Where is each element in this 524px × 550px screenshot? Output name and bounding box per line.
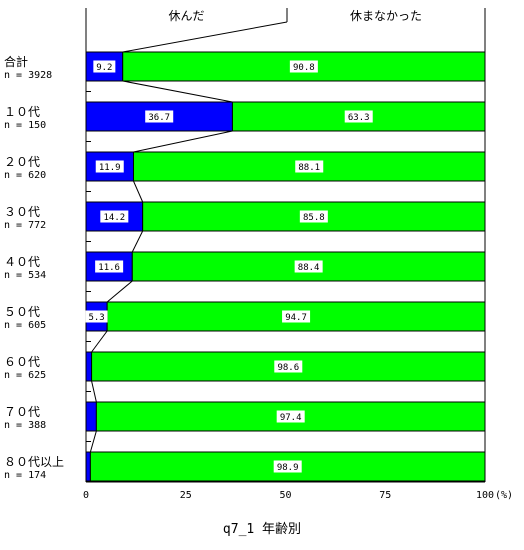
- data-label: 88.1: [298, 163, 320, 173]
- data-label-bg: [295, 160, 324, 173]
- connector-lines: [89, 80, 233, 453]
- data-label-bg: [276, 410, 305, 423]
- data-label: 98.9: [277, 463, 299, 473]
- data-label: 14.2: [103, 213, 125, 223]
- legend: 休んだ 休まなかった: [122, 8, 422, 53]
- data-label-bg: [294, 260, 323, 273]
- category-label: 合計: [4, 54, 28, 69]
- data-label-bg: [282, 310, 311, 323]
- bar-segment-休まなかった: [89, 451, 486, 482]
- data-label: 9.2: [96, 63, 112, 73]
- legend-label-休んだ: 休んだ: [168, 9, 204, 23]
- x-tick-label: 50: [279, 490, 291, 501]
- category-label: ３０代: [4, 205, 40, 219]
- connector-line: [133, 180, 144, 203]
- category-n-label: n = 605: [4, 320, 46, 331]
- connector-line: [91, 330, 108, 353]
- bars: 9.2 90.8 36.7 63.3 11.9 88.1 14.2 85.8 11.6 88.4 5…: [85, 51, 486, 482]
- data-label: 97.4: [280, 413, 302, 423]
- legend-pointer: [122, 21, 288, 53]
- x-tick-label: 100: [476, 490, 494, 501]
- legend-label-休まなかった: 休まなかった: [350, 9, 422, 23]
- data-label: 88.4: [298, 263, 320, 273]
- data-label-bg: [299, 210, 328, 223]
- data-label: 90.8: [293, 63, 315, 73]
- data-label: 63.3: [348, 113, 370, 123]
- category-n-label: n = 150: [4, 120, 46, 131]
- data-label-bg: [95, 260, 124, 273]
- data-label: 11.9: [99, 163, 121, 173]
- data-label-bg: [95, 160, 124, 173]
- category-n-label: n = 3928: [4, 70, 52, 81]
- data-label: 11.6: [98, 263, 120, 273]
- data-label: 94.7: [285, 313, 307, 323]
- category-n-label: n = 625: [4, 370, 46, 381]
- bar-segment-休んだ: [85, 351, 93, 382]
- data-label-bg: [85, 310, 108, 323]
- connector-line: [106, 280, 133, 303]
- chart-caption: q7_1 年齢別: [223, 522, 301, 537]
- data-label: 5.3: [88, 313, 104, 323]
- category-label: ５０代: [4, 305, 40, 319]
- connector-line: [131, 230, 144, 253]
- data-label-bg: [344, 110, 373, 123]
- connector-line: [133, 130, 233, 153]
- data-label-bg: [145, 110, 174, 123]
- category-label: ８０代以上: [4, 455, 64, 469]
- category-n-label: n = 620: [4, 170, 46, 181]
- data-label-bg: [93, 60, 116, 73]
- category-label: ２０代: [4, 155, 40, 169]
- data-label: 98.6: [277, 363, 299, 373]
- connector-line: [122, 80, 233, 103]
- x-tick-label: 0: [83, 490, 89, 501]
- x-axis-unit: (%): [495, 490, 513, 501]
- data-label-bg: [100, 210, 129, 223]
- category-label: ７０代: [4, 405, 40, 419]
- category-label: ６０代: [4, 355, 40, 369]
- category-label: ４０代: [4, 255, 40, 269]
- category-n-label: n = 174: [4, 470, 46, 481]
- category-label: １０代: [4, 105, 40, 119]
- bar-segment-休んだ: [85, 451, 91, 482]
- x-tick-label: 25: [180, 490, 192, 501]
- category-n-label: n = 772: [4, 220, 46, 231]
- data-label-bg: [274, 360, 303, 373]
- connector-line: [89, 430, 97, 453]
- x-tick-label: 75: [379, 490, 391, 501]
- data-label: 36.7: [148, 113, 170, 123]
- data-label: 85.8: [303, 213, 325, 223]
- category-n-label: n = 388: [4, 420, 46, 431]
- category-n-label: n = 534: [4, 270, 46, 281]
- data-label-bg: [289, 60, 318, 73]
- connector-line: [91, 380, 97, 403]
- data-label-bg: [273, 460, 302, 473]
- bar-segment-休んだ: [85, 401, 97, 432]
